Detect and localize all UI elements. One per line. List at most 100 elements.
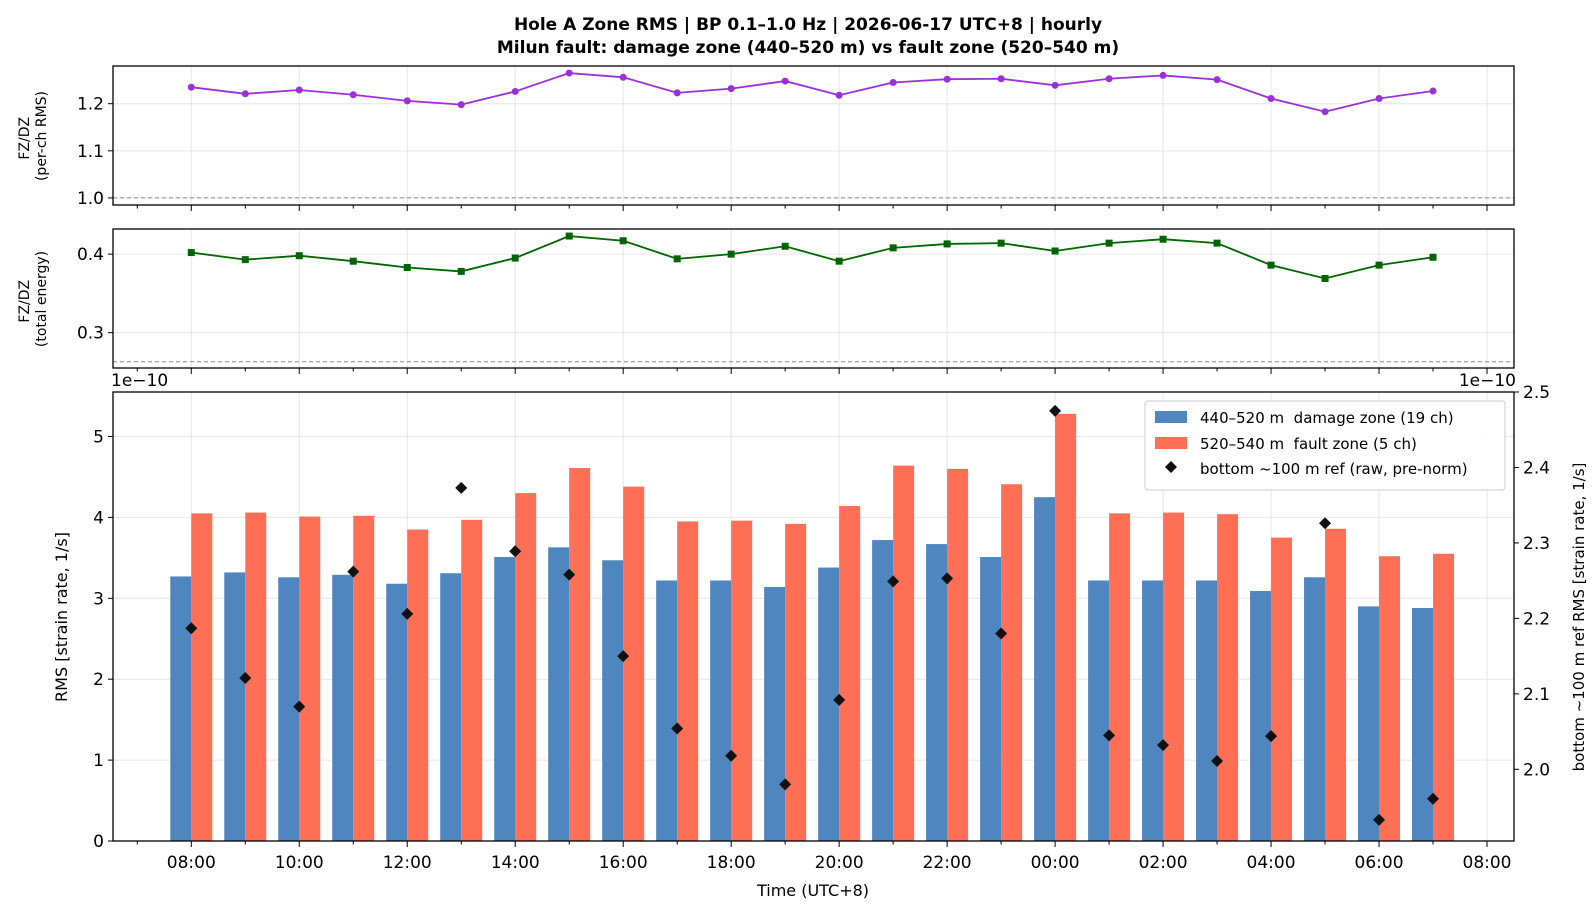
ref-marker bbox=[887, 575, 900, 588]
ratio-rms-y-ticks: 1.0 1.1 1.2 bbox=[77, 95, 113, 209]
ratio-energy-point bbox=[241, 256, 249, 264]
ratio-energy-panel: 0.3 0.4 FZ/DZ (total energy) bbox=[17, 228, 1515, 374]
ratio-rms-point bbox=[619, 73, 627, 81]
ref-marker bbox=[239, 672, 252, 685]
fault-zone-bar bbox=[353, 515, 375, 841]
damage-zone-bar bbox=[656, 580, 678, 841]
ratio-energy-point bbox=[565, 232, 573, 240]
legend-swatch-damage-zone bbox=[1155, 411, 1187, 423]
ratio-rms-grid bbox=[113, 66, 1514, 205]
rms-bars bbox=[170, 413, 1455, 841]
fault-zone-bar bbox=[1109, 513, 1131, 841]
rms-xtick-label: 20:00 bbox=[815, 853, 864, 873]
ratio-energy-point bbox=[673, 255, 681, 263]
damage-zone-bar bbox=[1250, 591, 1272, 841]
ratio-rms-series bbox=[187, 69, 1437, 116]
ratio-energy-point bbox=[511, 254, 519, 262]
rms-x-ticks: 08:00 10:00 12:00 14:00 16:00 18:00 20:00 22:00… bbox=[136, 841, 1512, 873]
ratio-rms-line bbox=[191, 72, 1434, 113]
ratio-rms-point bbox=[295, 86, 303, 94]
damage-zone-bar bbox=[602, 560, 624, 841]
ref-marker bbox=[455, 481, 468, 494]
ref-marker bbox=[1211, 755, 1224, 768]
ratio-energy-ylabel-line2: (total energy) bbox=[34, 251, 50, 347]
ratio-energy-point bbox=[1159, 235, 1167, 243]
ratio-rms-point bbox=[943, 75, 951, 83]
rms-xtick-label: 00:00 bbox=[1031, 853, 1080, 873]
rms-xtick-label: 06:00 bbox=[1355, 853, 1404, 873]
damage-zone-bar bbox=[332, 574, 354, 841]
ref-marker bbox=[941, 572, 954, 585]
chart-title: Hole A Zone RMS | BP 0.1–1.0 Hz | 2026-0… bbox=[514, 15, 1102, 35]
ref-marker bbox=[563, 568, 576, 581]
rms-ytick-label: 5 bbox=[93, 427, 104, 447]
ref-marker bbox=[617, 650, 630, 663]
offset-label-right: 1e−10 bbox=[1459, 371, 1516, 391]
ratio-rms-point bbox=[457, 101, 465, 109]
ratio-energy-point bbox=[997, 239, 1005, 247]
ratio-rms-point bbox=[349, 91, 357, 99]
ratio-energy-point bbox=[1105, 239, 1113, 247]
x-axis-label: Time (UTC+8) bbox=[756, 881, 869, 900]
ratio-energy-point bbox=[403, 263, 411, 271]
offset-label-left: 1e−10 bbox=[111, 371, 168, 391]
ref-marker bbox=[401, 607, 414, 620]
rms-panel: 0 1 2 3 4 5 2.0 2.1 2.2 2.3 2.4 2.5 08:00 10:00 12:0… bbox=[52, 371, 1588, 900]
ratio-rms-point bbox=[1051, 81, 1059, 89]
fault-zone-bar bbox=[407, 529, 429, 841]
ratio-energy-point bbox=[1375, 261, 1383, 269]
damage-zone-bar bbox=[278, 577, 300, 841]
ref-markers bbox=[185, 404, 1440, 826]
ratio-rms-ytick-label: 1.1 bbox=[77, 142, 104, 162]
damage-zone-bar bbox=[548, 547, 570, 841]
ratio-rms-ytick-label: 1.0 bbox=[77, 189, 104, 209]
ratio-energy-y-ticks: 0.3 0.4 bbox=[77, 245, 113, 344]
legend-label-damage-zone: 440–520 m damage zone (19 ch) bbox=[1200, 409, 1454, 427]
ratio-rms-point bbox=[511, 87, 519, 95]
ref-ytick-label: 2.5 bbox=[1523, 383, 1550, 403]
ratio-energy-ytick-label: 0.3 bbox=[77, 324, 104, 344]
rms-ylabel: RMS [strain rate, 1/s] bbox=[52, 532, 71, 702]
damage-zone-bar bbox=[1088, 580, 1110, 841]
ratio-energy-ylabel: FZ/DZ (total energy) bbox=[17, 251, 50, 347]
rms-xtick-label: 16:00 bbox=[599, 853, 648, 873]
ratio-rms-point bbox=[673, 89, 681, 97]
ratio-energy-point bbox=[457, 267, 465, 275]
ratio-rms-ytick-label: 1.2 bbox=[77, 95, 104, 115]
ratio-energy-frame bbox=[112, 228, 1515, 369]
fault-zone-bar bbox=[1325, 528, 1347, 841]
damage-zone-bar bbox=[1034, 497, 1056, 841]
fault-zone-bar bbox=[785, 523, 807, 841]
damage-zone-bar bbox=[872, 540, 894, 841]
damage-zone-bar bbox=[1142, 580, 1164, 841]
ratio-rms-x-ticks bbox=[136, 205, 1488, 211]
ratio-energy-point bbox=[727, 250, 735, 258]
ref-marker bbox=[1319, 517, 1332, 530]
legend-label-ref: bottom ~100 m ref (raw, pre-norm) bbox=[1200, 460, 1468, 478]
ratio-energy-point bbox=[187, 249, 195, 257]
damage-zone-bar bbox=[1358, 606, 1380, 841]
ratio-energy-grid bbox=[113, 229, 1514, 368]
ratio-rms-point bbox=[781, 77, 789, 85]
ratio-energy-series bbox=[187, 232, 1437, 282]
ratio-energy-point bbox=[1429, 253, 1437, 261]
ratio-energy-point bbox=[889, 244, 897, 252]
fault-zone-bar bbox=[1055, 413, 1077, 841]
damage-zone-bar bbox=[818, 567, 840, 841]
ratio-rms-point bbox=[1375, 95, 1383, 103]
ref-marker bbox=[1103, 729, 1116, 742]
rms-ytick-label: 4 bbox=[93, 508, 104, 528]
ratio-energy-point bbox=[835, 257, 843, 265]
rms-ytick-label: 0 bbox=[93, 832, 104, 852]
damage-zone-bar bbox=[764, 586, 786, 841]
fault-zone-bar bbox=[1379, 556, 1401, 841]
fault-zone-bar bbox=[947, 468, 969, 841]
ratio-rms-point bbox=[187, 83, 195, 91]
rms-xtick-label: 18:00 bbox=[707, 853, 756, 873]
ref-ytick-label: 2.1 bbox=[1523, 685, 1550, 705]
damage-zone-bar bbox=[980, 557, 1002, 841]
damage-zone-bar bbox=[170, 576, 192, 841]
ref-marker bbox=[347, 565, 360, 578]
ref-marker bbox=[995, 627, 1008, 640]
ref-ytick-label: 2.4 bbox=[1523, 458, 1550, 478]
